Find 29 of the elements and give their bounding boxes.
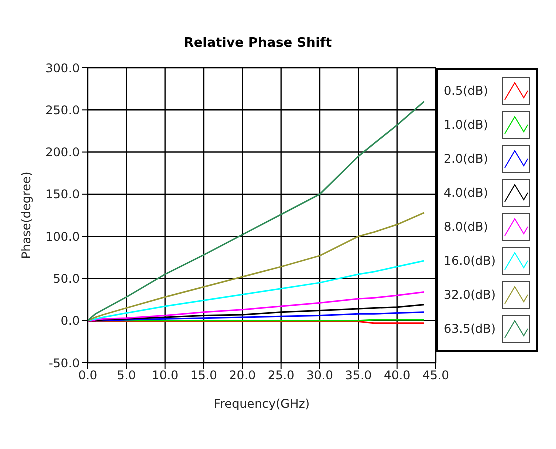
x-tick-label: 20.0 (229, 368, 256, 383)
x-tick-label: 5.0 (117, 368, 136, 383)
y-tick-label: 50.0 (53, 272, 80, 286)
x-tick-label: 40.0 (384, 368, 411, 383)
y-tick-label: -50.0 (48, 356, 80, 370)
x-tick-label: 45.0 (422, 368, 450, 383)
y-tick-label: 200.0 (46, 146, 80, 160)
x-tick-label: 35.0 (345, 368, 372, 383)
x-tick-label: 30.0 (306, 368, 334, 383)
y-tick-label: 250.0 (46, 103, 80, 118)
x-tick-label: 15.0 (190, 368, 218, 383)
legend-label: 8.0(dB) (444, 220, 490, 234)
legend-label: 0.5(dB) (444, 84, 490, 98)
legend-label: 1.0(dB) (444, 118, 490, 132)
legend-label: 4.0(dB) (444, 186, 490, 200)
legend-label: 16.0(dB) (444, 254, 497, 268)
legend-label: 2.0(dB) (444, 152, 490, 166)
y-axis-title: Phase(degree) (19, 172, 34, 260)
x-tick-label: 0.0 (78, 368, 98, 383)
chart-title: Relative Phase Shift (182, 36, 334, 51)
x-axis-title: Frequency(GHz) (214, 397, 310, 411)
y-tick-label: 100.0 (46, 230, 80, 244)
y-tick-label: 0.0 (60, 314, 80, 328)
x-tick-label: 25.0 (268, 368, 295, 383)
x-tick-label: 10.0 (152, 368, 179, 383)
legend-label: 63.5(dB) (444, 322, 497, 336)
legend-label: 32.0(dB) (444, 288, 497, 302)
y-tick-label: 150.0 (46, 188, 80, 202)
y-tick-label: 300.0 (46, 61, 80, 76)
